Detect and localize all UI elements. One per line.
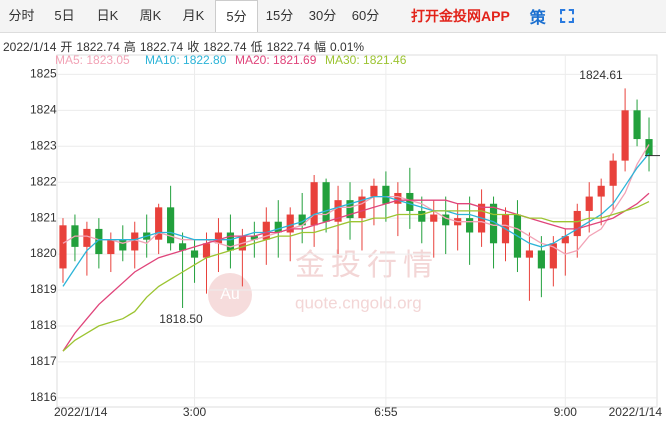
candle-body [346, 200, 354, 219]
info-label: 低 [250, 40, 263, 54]
y-tick-label: 1822 [30, 174, 57, 188]
ma-line [62, 144, 650, 255]
candle-body [382, 185, 390, 204]
x-tick-label: 9:00 [554, 405, 578, 419]
candle-body [167, 207, 175, 244]
info-value: 0.01% [330, 40, 365, 54]
info-label: 开 [60, 40, 73, 54]
candle-body [334, 200, 342, 222]
legend-entry: MA30: 1821.46 [325, 53, 407, 67]
ma-line [62, 192, 650, 352]
candle-body [442, 214, 450, 226]
legend-entry: MA5: 1823.05 [55, 53, 130, 67]
candle-body [286, 214, 294, 233]
y-tick-label: 1817 [30, 354, 57, 368]
watermark-logo-bg [208, 273, 252, 317]
app-link[interactable]: 打开金投网APP [411, 8, 510, 24]
candle-body [310, 182, 318, 226]
high-label: 1824.61 [579, 68, 623, 82]
info-line: 2022/1/14 开 1822.74 高 1822.74 收 1822.74 低 1822.7… [3, 38, 368, 55]
candle-body [597, 185, 605, 197]
y-tick-label: 1816 [30, 390, 57, 404]
x-tick-label: 2022/1/14 [609, 405, 663, 419]
candle-body [609, 160, 617, 186]
candle-body [298, 214, 306, 226]
candle-body [274, 221, 282, 233]
candle-body [549, 243, 557, 269]
candle-body [107, 239, 115, 255]
y-tick-label: 1825 [30, 67, 57, 81]
candle-body [466, 218, 474, 233]
candle-body [418, 210, 426, 222]
tab[interactable]: 分时 [8, 8, 35, 23]
candle-body [262, 221, 270, 240]
candle-body [537, 250, 545, 269]
info-label: 幅 [314, 40, 327, 54]
candle-body [525, 250, 534, 258]
low-label: 1818.50 [159, 312, 203, 326]
candle-body [250, 236, 258, 240]
candle-body [131, 232, 139, 251]
candle-body [119, 239, 127, 251]
candle-body [190, 250, 199, 258]
tab[interactable]: 30分 [308, 8, 337, 23]
watermark-url: quote.cngold.org [295, 293, 422, 312]
tab[interactable]: 60分 [351, 8, 380, 23]
candle-body [202, 243, 211, 258]
candle-body [83, 228, 91, 247]
candle-body [561, 236, 569, 244]
y-tick-label: 1818 [30, 318, 57, 332]
info-value: 1822.74 [76, 40, 120, 54]
ma-line [62, 201, 650, 352]
tab[interactable]: 5分 [215, 0, 258, 32]
info-value: 1822.74 [266, 40, 311, 54]
candle-body [633, 110, 641, 140]
tab[interactable]: 15分 [265, 8, 294, 23]
legend-entry: MA20: 1821.69 [235, 53, 317, 67]
tab[interactable]: 周K [139, 8, 162, 23]
candle-body [585, 196, 593, 211]
y-tick-label: 1824 [30, 102, 57, 116]
watermark-logo: Au [220, 286, 240, 303]
tab[interactable]: 日K [96, 8, 119, 23]
ma-line [62, 152, 650, 287]
x-tick-label: 2022/1/14 [54, 405, 108, 419]
y-tick-label: 1820 [30, 246, 57, 260]
tab[interactable]: 5日 [54, 8, 75, 23]
info-date: 2022/1/14 [3, 40, 57, 54]
x-tick-label: 6:55 [374, 405, 398, 419]
plot-frame [56, 54, 658, 408]
tab-bar: 分时 5日 日K 周K 月K 5分 15分 30分 60分 打开金投网APP 策 [0, 0, 666, 33]
candle-body [621, 110, 629, 161]
candle-body [489, 203, 498, 244]
candle-body [430, 214, 438, 222]
legend-entry: MA10: 1822.80 [145, 53, 227, 67]
candle-body [645, 139, 653, 156]
y-tick-label: 1821 [30, 210, 57, 224]
x-tick-label: 3:00 [183, 405, 207, 419]
candle-body [358, 196, 366, 219]
tab[interactable]: 月K [182, 8, 205, 23]
fullscreen-button[interactable] [559, 9, 574, 23]
candle-body [59, 225, 67, 269]
y-tick-label: 1819 [30, 282, 57, 296]
candle-body [155, 207, 163, 240]
info-label: 高 [123, 40, 136, 54]
candle-body [394, 192, 402, 204]
candle-body [322, 182, 330, 222]
info-value: 1822.74 [139, 40, 184, 54]
candle-body [226, 232, 235, 251]
candle-body [573, 210, 581, 237]
info-value: 1822.74 [203, 40, 247, 54]
candle-body [178, 243, 187, 251]
y-tick-label: 1823 [30, 138, 57, 152]
info-label: 收 [187, 40, 200, 54]
candle-body [370, 185, 378, 197]
strategy-button[interactable]: 策 [529, 10, 546, 27]
candle-body [406, 192, 414, 211]
candle-body [214, 232, 223, 244]
candle-body [95, 228, 103, 255]
